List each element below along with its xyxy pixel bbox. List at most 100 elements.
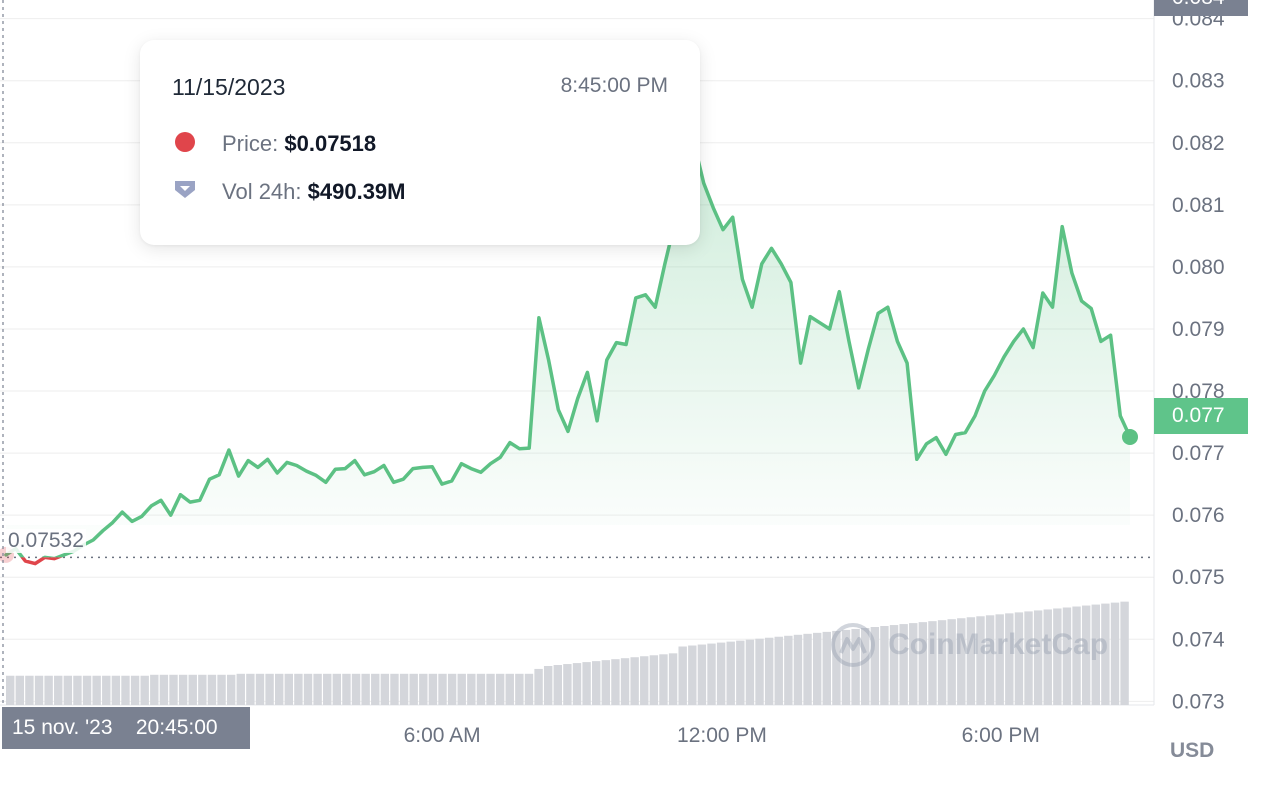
- volume-bar: [515, 673, 524, 705]
- volume-bar: [851, 628, 860, 705]
- volume-bar: [467, 673, 476, 705]
- volume-bar: [957, 618, 966, 705]
- y-tick-label: 0.083: [1172, 70, 1225, 93]
- volume-bar: [1043, 609, 1052, 705]
- volume-bar: [495, 673, 505, 705]
- tooltip-price-row: Price: $0.07518: [222, 131, 376, 157]
- volume-bar: [649, 655, 659, 705]
- volume-bar: [140, 675, 149, 705]
- y-tick-label: 0.076: [1172, 504, 1225, 527]
- volume-bar: [150, 674, 159, 705]
- y-axis-ticks: 0.073 0.074 0.075 0.076 0.077 0.078 0.079 0.080…: [1172, 8, 1225, 714]
- volume-bar: [1053, 608, 1062, 705]
- volume-bar: [419, 673, 428, 705]
- volume-bar: [390, 673, 399, 705]
- volume-bar: [294, 673, 303, 705]
- volume-bar: [909, 623, 918, 705]
- volume-bar: [611, 659, 620, 705]
- current-price-dot: [1122, 428, 1138, 445]
- volume-bar: [1072, 606, 1081, 705]
- volume-bar: [543, 666, 553, 705]
- volume-bar: [736, 640, 745, 705]
- volume-bar: [1033, 610, 1043, 705]
- volume-bar: [207, 674, 217, 705]
- volume-bar: [476, 673, 486, 705]
- volume-bar: [380, 673, 390, 705]
- volume-bar: [601, 660, 611, 705]
- volume-bar: [54, 675, 63, 705]
- volume-bar: [592, 661, 601, 705]
- volume-bar: [697, 644, 707, 705]
- volume-bar: [342, 673, 351, 705]
- volume-bar: [841, 629, 851, 705]
- tooltip-date: 11/15/2023: [172, 74, 286, 100]
- volume-bar: [880, 626, 889, 705]
- volume-bar: [371, 673, 380, 705]
- volume-bar: [764, 637, 774, 705]
- volume-bar: [937, 620, 947, 705]
- volume-bar: [217, 674, 226, 705]
- volume-bar: [947, 619, 956, 705]
- volume-bar: [92, 675, 101, 705]
- volume-bar: [832, 630, 841, 705]
- crosshair-time-label: 15 nov. '23 20:45:00: [2, 707, 250, 749]
- top-price-tag: 0.084: [1154, 0, 1248, 16]
- tooltip-volume-label: Vol 24h:: [222, 179, 302, 204]
- tooltip-time: 8:45:00 PM: [560, 74, 668, 97]
- y-tick-label: 0.079: [1172, 318, 1225, 341]
- volume-bar: [1024, 611, 1033, 705]
- volume-bar: [361, 673, 370, 705]
- coinmarketcap-logo-icon: [831, 623, 875, 667]
- watermark-text: CoinMarketCap: [888, 628, 1109, 661]
- volume-bar: [351, 673, 361, 705]
- volume-bar: [1091, 604, 1100, 705]
- open-price-label: 0.07532: [6, 529, 86, 553]
- volume-bar: [582, 662, 591, 705]
- volume-bar: [130, 675, 140, 705]
- tooltip-price-value: $0.07518: [284, 131, 377, 156]
- volume-bar: [707, 643, 716, 705]
- volume-bar: [102, 675, 111, 705]
- volume-bar: [534, 668, 543, 705]
- volume-bar: [678, 646, 687, 705]
- volume-bar: [121, 675, 130, 705]
- price-dot-icon: [175, 132, 195, 152]
- tooltip-volume-value: $490.39M: [307, 179, 406, 204]
- volume-bar: [793, 634, 803, 705]
- volume-bar: [274, 673, 284, 705]
- volume-bar: [438, 673, 447, 705]
- volume-bar: [428, 673, 438, 705]
- volume-bar: [457, 673, 466, 705]
- volume-bar: [486, 673, 495, 705]
- volume-bar: [332, 673, 342, 705]
- volume-bar: [169, 674, 178, 705]
- volume-icon: [175, 181, 195, 198]
- volume-bar: [399, 673, 409, 705]
- currency-label[interactable]: USD: [1170, 739, 1215, 762]
- volume-bar: [1014, 612, 1024, 705]
- x-tick-label: 12:00 PM: [677, 724, 767, 747]
- volume-bar: [6, 675, 15, 705]
- volume-bar: [803, 633, 812, 705]
- volume-bar: [1062, 607, 1072, 705]
- volume-bar: [447, 673, 457, 705]
- volume-bar: [44, 675, 53, 705]
- volume-bar: [688, 645, 697, 705]
- volume-bar: [73, 675, 82, 705]
- volume-bar: [313, 673, 322, 705]
- volume-bar: [111, 675, 121, 705]
- volume-bar: [198, 674, 207, 705]
- tooltip-price-label: Price:: [222, 131, 279, 156]
- y-tick-label: 0.082: [1172, 132, 1225, 155]
- volume-bar: [34, 675, 44, 705]
- volume-bar: [668, 653, 678, 705]
- volume-bar: [15, 675, 25, 705]
- y-tick-label: 0.077: [1172, 442, 1225, 465]
- coinmarketcap-watermark: CoinMarketCap: [830, 620, 1108, 670]
- volume-bar: [323, 673, 332, 705]
- y-tick-label: 0.078: [1172, 380, 1225, 403]
- volume-bar: [774, 636, 783, 705]
- tooltip-volume-row: Vol 24h: $490.39M: [222, 179, 406, 205]
- volume-bar: [726, 641, 735, 705]
